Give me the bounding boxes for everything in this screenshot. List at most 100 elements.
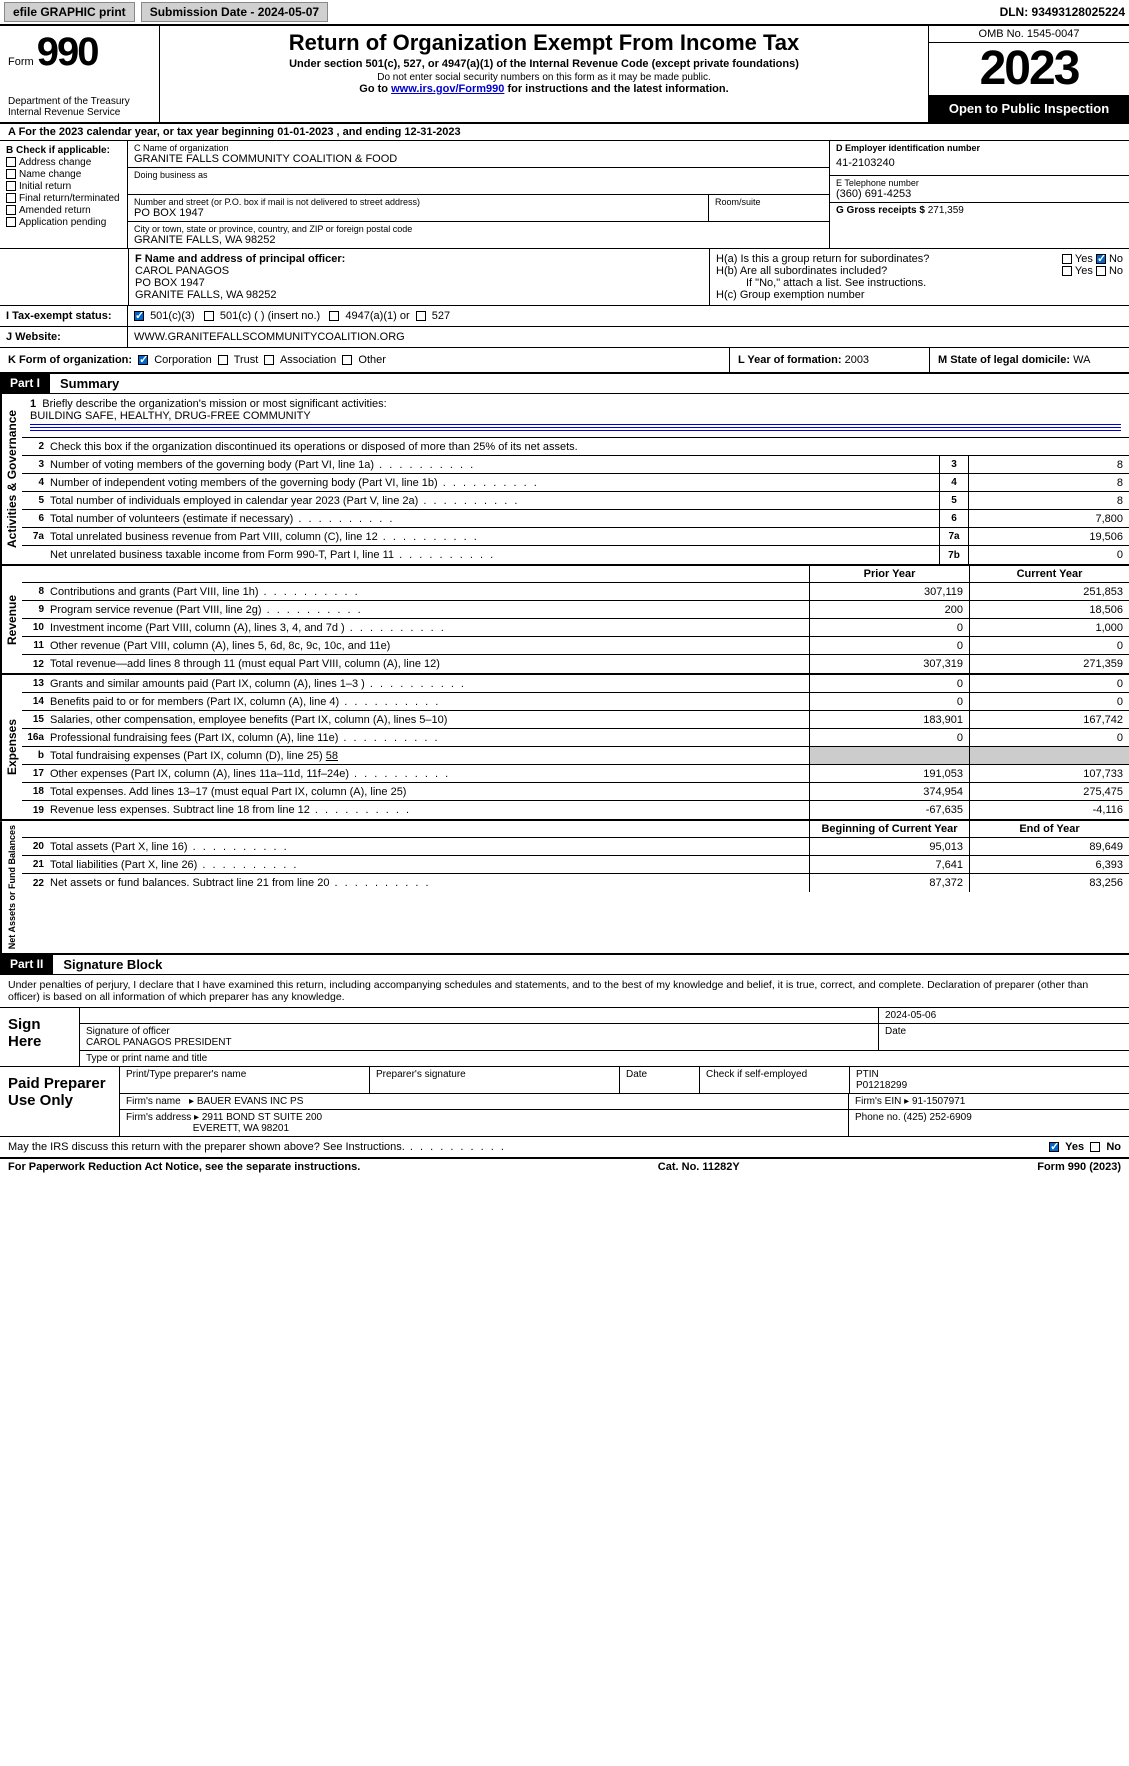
irs-link[interactable]: www.irs.gov/Form990 [391,83,504,95]
p12: 307,319 [809,655,969,673]
row-a-tax-year: A For the 2023 calendar year, or tax yea… [0,124,1129,141]
line-16b: Total fundraising expenses (Part IX, col… [50,748,809,764]
chk-other[interactable] [342,355,352,365]
val-5: 8 [969,492,1129,509]
line-2: Check this box if the organization disco… [50,439,1129,455]
line-11: Other revenue (Part VIII, column (A), li… [50,638,809,654]
val-7b: 0 [969,546,1129,564]
col-current-year: Current Year [969,566,1129,582]
d-ein-label: D Employer identification number [836,143,1123,153]
chk-initial-return[interactable]: Initial return [6,181,121,192]
firm-addr1: 2911 BOND ST SUITE 200 [202,1112,322,1123]
chk-final-return[interactable]: Final return/terminated [6,193,121,204]
revenue-section: Revenue Prior YearCurrent Year 8Contribu… [0,566,1129,675]
e20: 89,649 [969,838,1129,855]
c-city-label: City or town, state or province, country… [134,224,823,234]
line-7a: Total unrelated business revenue from Pa… [50,529,939,545]
chk-trust[interactable] [218,355,228,365]
form-ref: Form 990 (2023) [1037,1161,1121,1173]
c16a: 0 [969,729,1129,746]
e-phone: (360) 691-4253 [836,188,1123,200]
sig-officer-name: CAROL PANAGOS PRESIDENT [86,1037,872,1048]
j-website: WWW.GRANITEFALLSCOMMUNITYCOALITION.ORG [128,327,1129,347]
perjury-text: Under penalties of perjury, I declare th… [0,975,1129,1008]
self-employed-label: Check if self-employed [700,1067,850,1093]
chk-assoc[interactable] [264,355,274,365]
c12: 271,359 [969,655,1129,673]
line-8: Contributions and grants (Part VIII, lin… [50,584,809,600]
e-phone-label: E Telephone number [836,178,1123,188]
discuss-no[interactable] [1090,1142,1100,1152]
f-officer-addr2: GRANITE FALLS, WA 98252 [135,289,703,301]
l-label: L Year of formation: [738,354,842,366]
col-end-year: End of Year [969,821,1129,837]
b21: 7,641 [809,856,969,873]
hb-label: H(b) Are all subordinates included? [716,265,1062,277]
open-public-badge: Open to Public Inspection [929,95,1129,122]
line-3: Number of voting members of the governin… [50,457,939,473]
g-gross-label: G Gross receipts $ [836,205,925,216]
top-bar: efile GRAPHIC print Submission Date - 20… [0,0,1129,26]
ssn-warning: Do not enter social security numbers on … [168,72,920,83]
line-7b: Net unrelated business taxable income fr… [50,547,939,563]
p16b-shaded [809,747,969,764]
chk-address-change[interactable]: Address change [6,157,121,168]
firm-name-label: Firm's name [126,1096,181,1107]
f-officer-name: CAROL PANAGOS [135,265,703,277]
ptin-label: PTIN [856,1069,1123,1080]
line-13: Grants and similar amounts paid (Part IX… [50,676,809,692]
sig-date-label: Date [879,1024,1129,1050]
c-dba [134,180,823,192]
c14: 0 [969,693,1129,710]
b20: 95,013 [809,838,969,855]
chk-corp[interactable] [138,355,148,365]
val-7a: 19,506 [969,528,1129,545]
row-j-website: J Website: WWW.GRANITEFALLSCOMMUNITYCOAL… [0,327,1129,348]
d-ein: 41-2103240 [836,153,1123,173]
row-klm: K Form of organization: Corporation Trus… [0,348,1129,374]
i-label: I Tax-exempt status: [0,306,128,326]
form-word: Form [8,56,34,68]
sign-here-block: Sign Here 2024-05-06 Signature of office… [0,1008,1129,1067]
c-city: GRANITE FALLS, WA 98252 [134,234,823,246]
goto-pre: Go to [359,83,391,95]
netassets-section: Net Assets or Fund Balances Beginning of… [0,821,1129,955]
chk-name-change[interactable]: Name change [6,169,121,180]
p16a: 0 [809,729,969,746]
val-6: 7,800 [969,510,1129,527]
p9: 200 [809,601,969,618]
f-officer-addr1: PO BOX 1947 [135,277,703,289]
paperwork-notice: For Paperwork Reduction Act Notice, see … [8,1161,360,1173]
line-10: Investment income (Part VIII, column (A)… [50,620,809,636]
part-1-title: Summary [50,374,129,393]
col-prior-year: Prior Year [809,566,969,582]
part-1-header-row: Part I Summary [0,374,1129,394]
k-label: K Form of organization: [8,354,132,366]
e22: 83,256 [969,874,1129,892]
c15: 167,742 [969,711,1129,728]
e21: 6,393 [969,856,1129,873]
sign-here-label: Sign Here [0,1008,80,1066]
line-22: Net assets or fund balances. Subtract li… [50,875,809,891]
mission-label: Briefly describe the organization's miss… [42,398,386,410]
chk-501c3[interactable] [134,311,144,321]
firm-addr2: EVERETT, WA 98201 [193,1123,289,1134]
discuss-yes[interactable] [1049,1142,1059,1152]
line-5: Total number of individuals employed in … [50,493,939,509]
c18: 275,475 [969,783,1129,800]
chk-application-pending[interactable]: Application pending [6,217,121,228]
form-number: 990 [37,30,98,74]
chk-501c[interactable] [204,311,214,321]
chk-4947[interactable] [329,311,339,321]
prep-date-label: Date [620,1067,700,1093]
chk-amended[interactable]: Amended return [6,205,121,216]
chk-527[interactable] [416,311,426,321]
submission-date-button[interactable]: Submission Date - 2024-05-07 [141,2,328,22]
efile-button[interactable]: efile GRAPHIC print [4,2,135,22]
type-name-label: Type or print name and title [80,1051,1129,1066]
form-header: Form 990 Department of the Treasury Inte… [0,26,1129,124]
m-label: M State of legal domicile: [938,354,1070,366]
line-18: Total expenses. Add lines 13–17 (must eq… [50,784,809,800]
m-state: WA [1073,354,1090,366]
c17: 107,733 [969,765,1129,782]
